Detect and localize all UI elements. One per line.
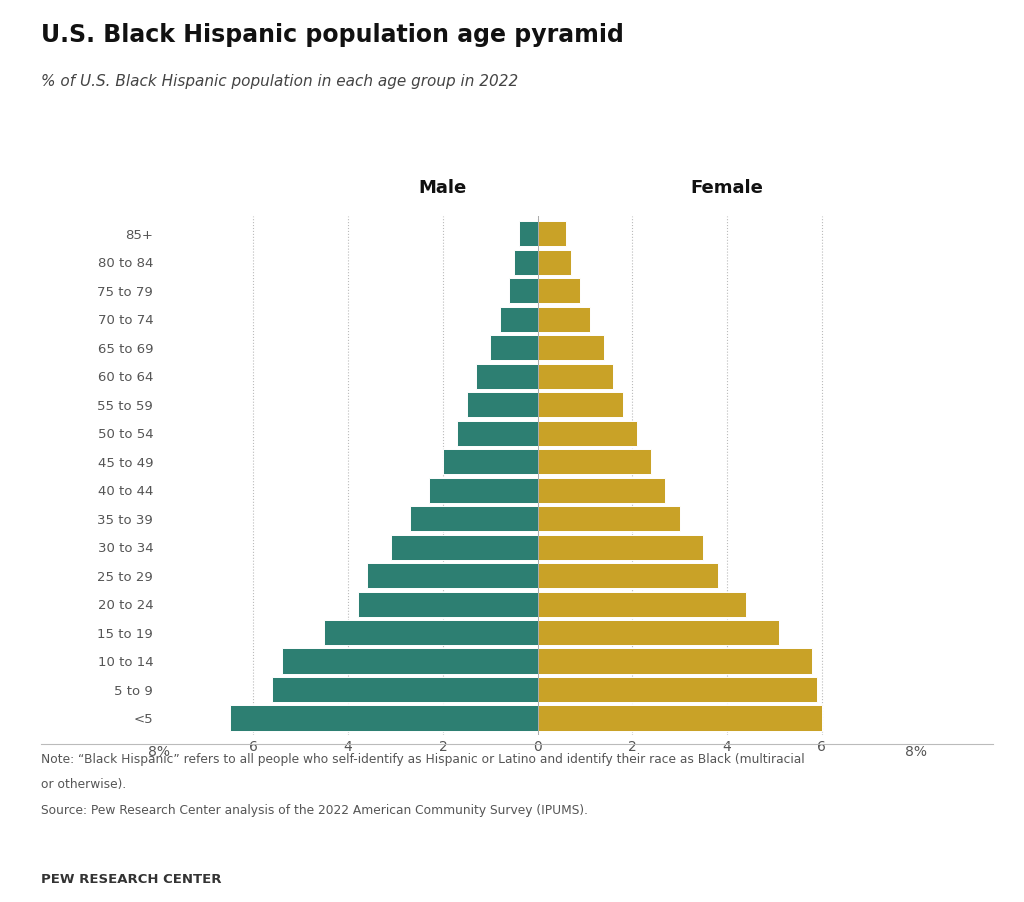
Bar bbox=[490, 335, 538, 360]
Bar bbox=[538, 221, 566, 246]
Bar bbox=[538, 392, 623, 417]
Bar bbox=[357, 592, 538, 617]
Bar bbox=[429, 477, 538, 502]
Bar bbox=[538, 250, 570, 274]
Bar bbox=[538, 563, 718, 588]
Bar bbox=[538, 705, 821, 731]
Text: Female: Female bbox=[690, 179, 764, 197]
Bar bbox=[410, 506, 538, 531]
Bar bbox=[229, 705, 538, 731]
Bar bbox=[457, 420, 538, 446]
Text: PEW RESEARCH CENTER: PEW RESEARCH CENTER bbox=[41, 873, 221, 886]
Bar bbox=[538, 335, 604, 360]
Text: Source: Pew Research Center analysis of the 2022 American Community Survey (IPUM: Source: Pew Research Center analysis of … bbox=[41, 804, 588, 816]
Bar bbox=[538, 535, 703, 559]
Bar bbox=[514, 250, 538, 274]
Text: % of U.S. Black Hispanic population in each age group in 2022: % of U.S. Black Hispanic population in e… bbox=[41, 74, 518, 89]
Bar bbox=[476, 364, 538, 389]
Bar bbox=[509, 278, 538, 303]
Bar bbox=[538, 307, 590, 332]
Text: U.S. Black Hispanic population age pyramid: U.S. Black Hispanic population age pyram… bbox=[41, 23, 624, 47]
Bar bbox=[325, 620, 538, 645]
Bar bbox=[538, 649, 812, 674]
Bar bbox=[282, 649, 538, 674]
Bar bbox=[538, 278, 581, 303]
Bar bbox=[538, 620, 779, 645]
Text: Male: Male bbox=[419, 179, 467, 197]
Text: or otherwise).: or otherwise). bbox=[41, 778, 126, 791]
Text: Note: “Black Hispanic” refers to all people who self-identify as Hispanic or Lat: Note: “Black Hispanic” refers to all peo… bbox=[41, 753, 805, 766]
Bar bbox=[442, 449, 538, 474]
Bar bbox=[368, 563, 538, 588]
Bar bbox=[519, 221, 538, 246]
Bar bbox=[538, 477, 666, 502]
Bar bbox=[538, 592, 745, 617]
Bar bbox=[272, 677, 538, 702]
Text: 8%: 8% bbox=[905, 745, 928, 759]
Bar bbox=[538, 506, 680, 531]
Bar bbox=[391, 535, 538, 559]
Bar bbox=[538, 449, 651, 474]
Bar bbox=[538, 420, 637, 446]
Text: 8%: 8% bbox=[147, 745, 170, 759]
Bar bbox=[467, 392, 538, 417]
Bar bbox=[538, 677, 817, 702]
Bar bbox=[538, 364, 613, 389]
Bar bbox=[500, 307, 538, 332]
